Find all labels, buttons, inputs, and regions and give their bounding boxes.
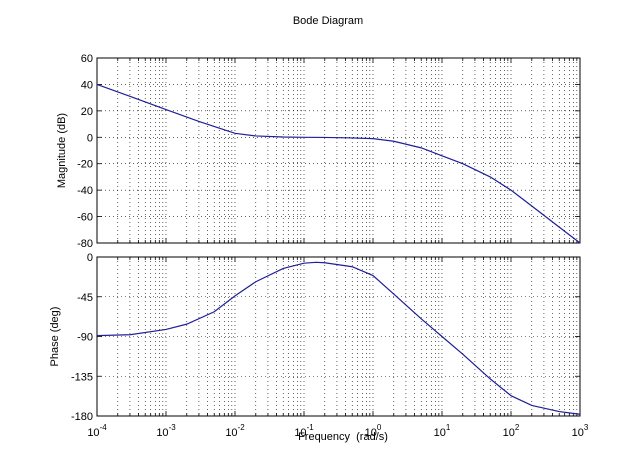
magnitude-y-tick-label: 60 xyxy=(81,53,93,65)
magnitude-y-tick-label: -20 xyxy=(77,159,93,171)
magnitude-y-tick-label: -80 xyxy=(77,238,93,250)
phase-ticks xyxy=(96,256,580,417)
x-tick-label: 10-1 xyxy=(294,423,314,439)
phase-y-tick-labels: 0 -45 -90 -135 -180 xyxy=(71,252,93,423)
magnitude-y-axis-label: Magnitude (dB) xyxy=(56,113,68,188)
magnitude-grid xyxy=(97,58,580,243)
magnitude-y-tick-label: 40 xyxy=(81,79,93,91)
magnitude-y-tick-labels: 60 40 20 0 -20 -40 -60 -80 xyxy=(77,53,93,250)
magnitude-y-tick-label: 20 xyxy=(81,106,93,118)
magnitude-ticks xyxy=(96,57,580,244)
x-tick-label: 10-2 xyxy=(225,423,245,439)
chart-title: Bode Diagram xyxy=(293,15,363,27)
magnitude-y-tick-label: 0 xyxy=(87,132,93,144)
x-tick-label: 10-4 xyxy=(87,423,107,439)
x-tick-label: 103 xyxy=(572,423,589,439)
phase-y-tick-label: -45 xyxy=(77,292,93,304)
phase-y-tick-label: -90 xyxy=(77,332,93,344)
magnitude-panel: 60 40 20 0 -20 -40 -60 -80 Magnitude (dB) xyxy=(56,53,581,250)
x-tick-labels: 10-4 10-3 10-2 10-1 100 101 102 103 xyxy=(87,423,589,439)
phase-y-axis-label: Phase (deg) xyxy=(49,307,61,367)
phase-y-tick-label: 0 xyxy=(87,252,93,264)
x-tick-label: 10-3 xyxy=(156,423,176,439)
magnitude-plot-frame xyxy=(96,57,581,244)
x-tick-label: 100 xyxy=(365,423,382,439)
magnitude-y-tick-label: -40 xyxy=(77,185,93,197)
magnitude-y-tick-label: -60 xyxy=(77,212,93,224)
phase-grid xyxy=(97,257,580,416)
phase-line xyxy=(96,261,581,415)
phase-panel: 0 -45 -90 -135 -180 Phase (deg) xyxy=(49,252,581,423)
magnitude-line xyxy=(96,83,581,244)
x-tick-label: 101 xyxy=(434,423,451,439)
phase-y-tick-label: -135 xyxy=(71,371,93,383)
x-tick-label: 102 xyxy=(503,423,520,439)
x-axis-label: Frequency (rad/s) xyxy=(298,431,388,443)
phase-y-tick-label: -180 xyxy=(71,411,93,423)
